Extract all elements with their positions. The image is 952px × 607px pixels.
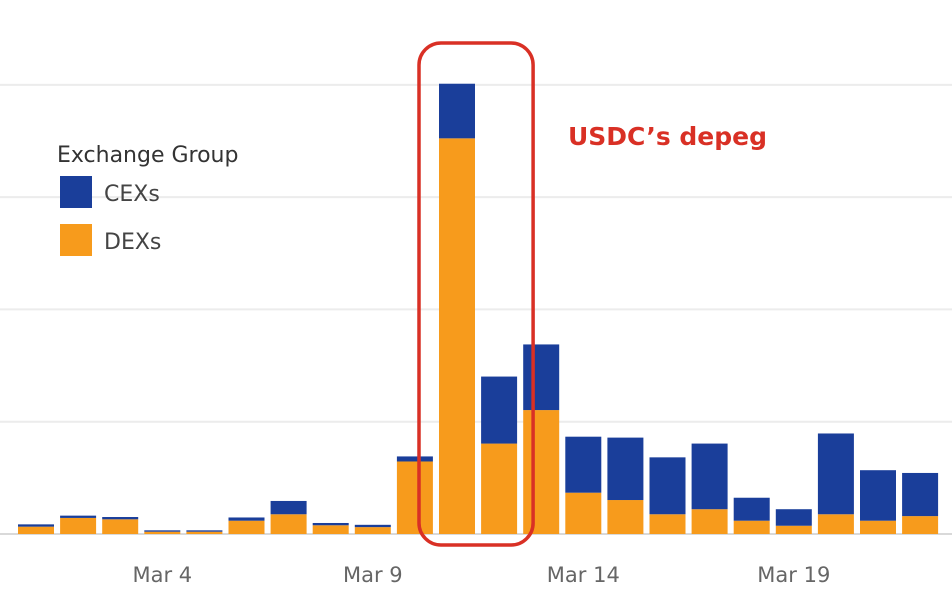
- legend-swatch-dexs: [60, 224, 92, 256]
- bar-cexs-mar-15: [607, 437, 644, 501]
- x-tick-label: Mar 4: [132, 563, 192, 587]
- bar-dexs-mar-15: [607, 500, 644, 534]
- bar-dexs-mar-16: [649, 514, 686, 534]
- bar-cexs-mar-11: [439, 83, 475, 139]
- bar-dexs-mar-12: [481, 443, 518, 534]
- bar-cexs-mar-6: [228, 517, 265, 521]
- bar-cexs-mar-9: [354, 524, 391, 528]
- bar-cexs-mar-18: [733, 497, 770, 521]
- bar-cexs-mar-22: [902, 472, 939, 517]
- bar-cexs-mar-20: [817, 433, 854, 515]
- x-tick-label: Mar 19: [757, 563, 830, 587]
- bar-dexs-mar-6: [228, 520, 265, 534]
- legend-label-cexs: CEXs: [104, 182, 160, 207]
- x-tick-label: Mar 9: [343, 563, 403, 587]
- bar-dexs-mar-8: [312, 525, 349, 534]
- bar-cexs-mar-19: [775, 509, 812, 526]
- bar-dexs-mar-4: [144, 531, 181, 534]
- bar-dexs-mar-20: [817, 514, 854, 534]
- bar-cexs-mar-17: [691, 443, 728, 510]
- bar-dexs-mar-10: [396, 461, 433, 534]
- bar-cexs-mar-14: [565, 436, 602, 493]
- x-tick-label: Mar 14: [547, 563, 620, 587]
- depeg-annotation: USDC’s depeg: [568, 122, 767, 151]
- bar-dexs-mar-18: [733, 520, 770, 534]
- bar-cexs-mar-13: [523, 344, 560, 411]
- legend-title: Exchange Group: [57, 143, 238, 168]
- bar-dexs-mar-9: [354, 527, 391, 534]
- bar-cexs-mar-16: [649, 457, 686, 515]
- bar-dexs-mar-7: [270, 514, 307, 534]
- bar-dexs-mar-3: [102, 519, 139, 534]
- bar-dexs-mar-17: [691, 509, 728, 534]
- bar-cexs-mar-12: [481, 376, 518, 444]
- bar-cexs-mar-2: [60, 515, 97, 518]
- bar-cexs-mar-1: [18, 524, 54, 527]
- bar-dexs-mar-2: [60, 517, 97, 534]
- depeg-highlight-box: [417, 41, 535, 547]
- bar-dexs-mar-19: [775, 525, 812, 534]
- bar-dexs-mar-21: [860, 520, 896, 534]
- legend: Exchange Group CEXs DEXs: [57, 143, 238, 256]
- bar-cexs-mar-21: [860, 470, 896, 521]
- bar-dexs-mar-5: [186, 531, 223, 534]
- bars: [18, 83, 939, 535]
- bar-cexs-mar-4: [144, 530, 181, 532]
- bar-cexs-mar-3: [102, 517, 139, 520]
- bar-dexs-mar-13: [523, 410, 560, 534]
- bar-cexs-mar-10: [396, 456, 433, 462]
- x-axis-ticks: Mar 4 Mar 9 Mar 14 Mar 19: [132, 563, 830, 587]
- bar-cexs-mar-8: [312, 522, 349, 526]
- bar-dexs-mar-11: [439, 138, 475, 535]
- bar-dexs-mar-1: [18, 526, 54, 534]
- bar-cexs-mar-5: [186, 530, 223, 532]
- bar-dexs-mar-22: [902, 516, 939, 534]
- legend-label-dexs: DEXs: [104, 230, 161, 255]
- legend-swatch-cexs: [60, 176, 92, 208]
- bar-cexs-mar-7: [270, 500, 307, 515]
- bar-dexs-mar-14: [565, 492, 602, 534]
